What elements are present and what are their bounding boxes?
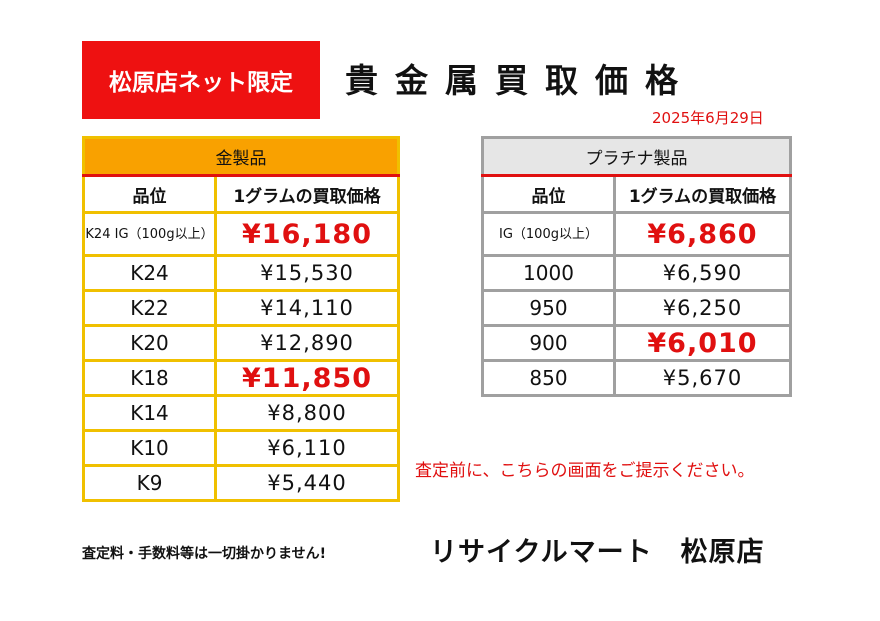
- page-title: 貴金属買取価格: [345, 61, 695, 100]
- grade-cell: 850: [481, 359, 616, 397]
- price-cell: ¥6,110: [214, 429, 400, 467]
- table-row: K20 ¥12,890: [82, 324, 400, 362]
- gold-price-table: 金製品 品位 1グラムの買取価格 K24 IG（100g以上） ¥16,180 …: [82, 136, 400, 502]
- price-cell: ¥8,800: [214, 394, 400, 432]
- gold-price-column-header: 1グラムの買取価格: [214, 174, 400, 214]
- table-row: K18 ¥11,850: [82, 359, 400, 397]
- table-row: 900 ¥6,010: [481, 324, 792, 362]
- grade-cell: K24 IG（100g以上）: [82, 211, 217, 257]
- platinum-table-header: プラチナ製品: [481, 136, 792, 177]
- store-limited-badge: 松原店ネット限定: [82, 41, 320, 119]
- grade-cell: 950: [481, 289, 616, 327]
- table-row: 950 ¥6,250: [481, 289, 792, 327]
- table-row: K14 ¥8,800: [82, 394, 400, 432]
- table-row: K10 ¥6,110: [82, 429, 400, 467]
- table-row: 850 ¥5,670: [481, 359, 792, 397]
- table-row: K22 ¥14,110: [82, 289, 400, 327]
- price-cell: ¥6,860: [613, 211, 792, 257]
- grade-cell: K20: [82, 324, 217, 362]
- grade-cell: K10: [82, 429, 217, 467]
- store-name: リサイクルマート 松原店: [430, 537, 765, 568]
- present-screen-notice: 査定前に、こちらの画面をご提示ください。: [415, 461, 755, 481]
- price-cell: ¥12,890: [214, 324, 400, 362]
- price-cell: ¥15,530: [214, 254, 400, 292]
- grade-cell: K22: [82, 289, 217, 327]
- grade-cell: K14: [82, 394, 217, 432]
- platinum-grade-column-header: 品位: [481, 174, 616, 214]
- price-date: 2025年6月29日: [652, 109, 764, 127]
- gold-grade-column-header: 品位: [82, 174, 217, 214]
- price-cell: ¥14,110: [214, 289, 400, 327]
- no-fee-note: 査定料・手数料等は一切掛かりません!: [82, 546, 326, 562]
- platinum-price-table: プラチナ製品 品位 1グラムの買取価格 IG（100g以上） ¥6,860 10…: [481, 136, 792, 397]
- grade-cell: K18: [82, 359, 217, 397]
- table-row: K24 IG（100g以上） ¥16,180: [82, 211, 400, 257]
- price-cell: ¥5,670: [613, 359, 792, 397]
- platinum-price-column-header: 1グラムの買取価格: [613, 174, 792, 214]
- grade-cell: K24: [82, 254, 217, 292]
- grade-cell: 1000: [481, 254, 616, 292]
- grade-cell: IG（100g以上）: [481, 211, 616, 257]
- table-row: 1000 ¥6,590: [481, 254, 792, 292]
- grade-cell: 900: [481, 324, 616, 362]
- table-row: IG（100g以上） ¥6,860: [481, 211, 792, 257]
- price-cell: ¥6,590: [613, 254, 792, 292]
- price-cell: ¥5,440: [214, 464, 400, 502]
- price-cell: ¥11,850: [214, 359, 400, 397]
- table-row: K24 ¥15,530: [82, 254, 400, 292]
- gold-table-header: 金製品: [82, 136, 400, 177]
- price-cell: ¥6,010: [613, 324, 792, 362]
- price-cell: ¥6,250: [613, 289, 792, 327]
- table-row: K9 ¥5,440: [82, 464, 400, 502]
- grade-cell: K9: [82, 464, 217, 502]
- price-cell: ¥16,180: [214, 211, 400, 257]
